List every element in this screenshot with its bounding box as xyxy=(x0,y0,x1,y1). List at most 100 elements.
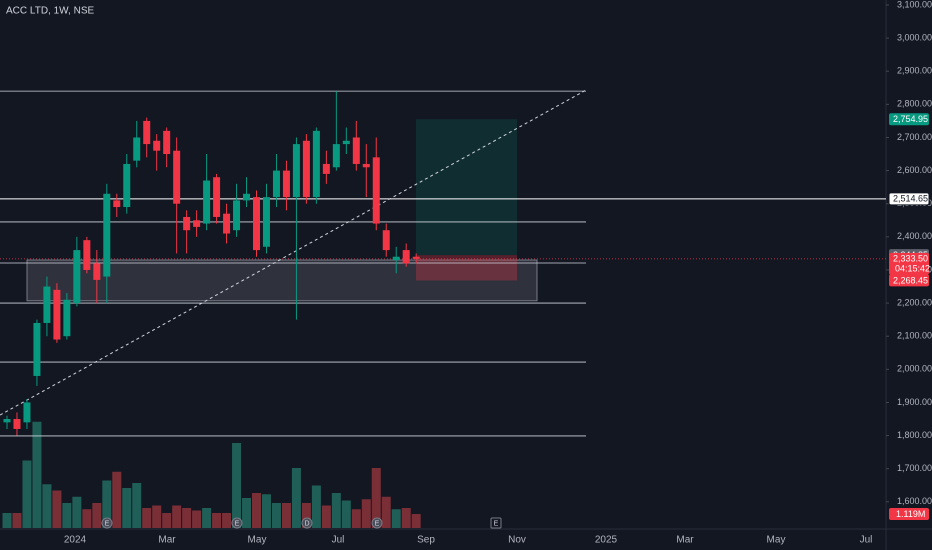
candle-body xyxy=(93,263,101,280)
volume-badge xyxy=(889,508,929,521)
volume-bar xyxy=(371,468,381,528)
stop-zone xyxy=(416,255,517,281)
volume-bar xyxy=(152,505,162,528)
volume-bar xyxy=(401,508,411,528)
candle-body xyxy=(233,200,241,231)
volume-bar xyxy=(142,508,152,528)
x-tick-label: Mar xyxy=(158,535,176,546)
event-label: D xyxy=(304,520,309,527)
volume-bar xyxy=(291,468,301,528)
candle-body xyxy=(73,250,81,304)
candle-body xyxy=(362,163,370,168)
target-zone xyxy=(416,119,517,256)
volume-bar xyxy=(82,509,92,528)
volume-bar xyxy=(192,510,202,528)
candle-body xyxy=(223,213,231,234)
volume-bar xyxy=(72,496,82,528)
volume-bar xyxy=(321,505,331,528)
volume-bar xyxy=(102,480,112,528)
price-badge-label: 2,268.45 xyxy=(893,275,928,285)
x-tick-label: Mar xyxy=(676,535,694,546)
volume-bar xyxy=(42,484,52,528)
candle-body xyxy=(133,137,141,161)
volume-bar xyxy=(92,503,102,528)
volume-bar xyxy=(22,460,32,528)
y-tick-label: 2,700.00 xyxy=(897,132,932,142)
volume-bar xyxy=(331,493,341,528)
volume-bar xyxy=(2,513,12,528)
volume-bar xyxy=(12,513,22,528)
x-tick-label: 2024 xyxy=(64,535,87,546)
y-tick-label: 2,100.00 xyxy=(897,331,932,341)
volume-bar xyxy=(271,503,281,528)
x-tick-label: Nov xyxy=(508,535,526,546)
candle-body xyxy=(103,193,111,277)
event-marker xyxy=(490,517,502,529)
volume-bar xyxy=(252,493,261,528)
candle-body xyxy=(312,130,320,198)
event-marker xyxy=(371,517,383,529)
candle-body xyxy=(292,144,300,198)
candle-body xyxy=(143,120,151,145)
price-badge xyxy=(888,192,930,206)
event-label: E xyxy=(105,520,110,527)
x-tick-label: Jul xyxy=(332,535,345,546)
price-badge-label: 2,754.95 xyxy=(893,114,928,124)
candle-body xyxy=(213,177,221,217)
candle-body xyxy=(53,289,61,340)
y-tick-label: 2,200.00 xyxy=(897,297,932,307)
volume-bar xyxy=(351,509,361,528)
volume-bar xyxy=(311,485,321,528)
candle-body xyxy=(33,322,41,376)
candle-body xyxy=(412,256,420,259)
chart-title: ACC LTD, 1W, NSE xyxy=(6,6,94,17)
volume-bar xyxy=(301,503,311,528)
volume-bar xyxy=(281,503,291,528)
y-tick-label: 2,600.00 xyxy=(897,165,932,175)
event-label: E xyxy=(494,520,499,527)
candle-body xyxy=(272,170,280,198)
volume-bar xyxy=(132,483,142,528)
candle-body xyxy=(253,197,260,251)
x-tick-label: Jul xyxy=(860,535,873,546)
volume-bar xyxy=(411,514,421,528)
volume-bar xyxy=(112,471,122,528)
volume-bar xyxy=(172,505,182,528)
candle-body xyxy=(392,256,400,261)
y-tick-label: 1,800.00 xyxy=(897,430,932,440)
y-tick-label: 2,800.00 xyxy=(897,99,932,109)
candle-body xyxy=(193,220,201,227)
last-price-badge xyxy=(889,252,929,275)
volume-bar xyxy=(341,500,351,528)
candle-body xyxy=(302,140,310,198)
support-zone xyxy=(26,259,538,302)
y-tick-label: 1,900.00 xyxy=(897,397,932,407)
candle-body xyxy=(43,286,51,323)
candle-body xyxy=(262,197,270,247)
candle-body xyxy=(322,163,330,174)
y-tick-label: 3,000.00 xyxy=(897,32,932,42)
candle-body xyxy=(282,170,290,198)
candle-body xyxy=(113,200,121,208)
event-label: E xyxy=(375,520,380,527)
volume-bar xyxy=(361,499,371,528)
volume-bar xyxy=(62,503,72,528)
y-tick-label: 3,100.00 xyxy=(897,0,932,9)
volume-bar xyxy=(162,513,172,528)
y-tick-label: 2,900.00 xyxy=(897,66,932,76)
volume-badge-label: 1.119M xyxy=(896,509,925,519)
volume-bar xyxy=(182,508,192,528)
x-tick-label: Sep xyxy=(417,535,435,546)
candle-body xyxy=(402,250,410,264)
candle-body xyxy=(382,230,390,251)
volume-bar xyxy=(381,496,391,528)
event-marker xyxy=(301,517,313,529)
candle-body xyxy=(332,144,340,168)
volume-bar xyxy=(122,488,132,528)
candle-body xyxy=(153,140,161,151)
candle-body xyxy=(243,193,251,201)
volume-bar xyxy=(391,509,401,528)
candle-body xyxy=(63,299,71,337)
